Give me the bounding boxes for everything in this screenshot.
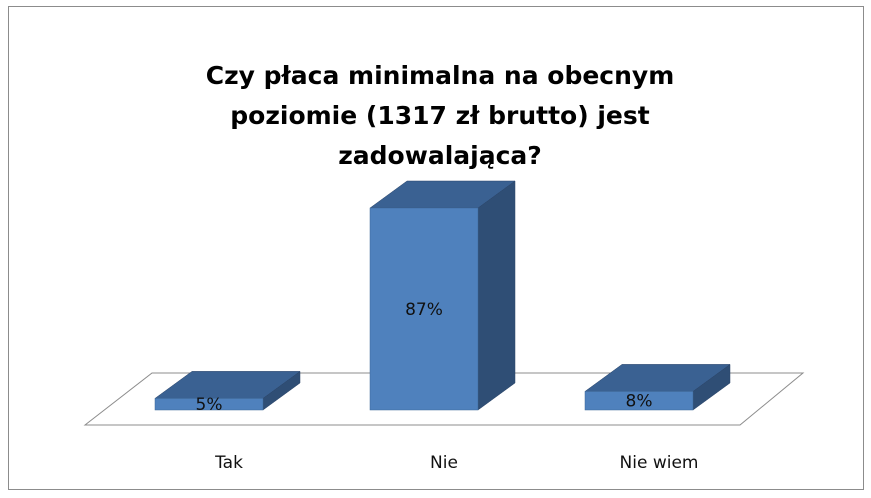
data-label: 5% <box>196 395 223 415</box>
data-label: 8% <box>626 392 653 412</box>
chart-frame <box>8 6 864 490</box>
bar <box>369 207 479 411</box>
bar-side <box>477 180 516 411</box>
data-label: 87% <box>405 300 443 320</box>
chart-title: Czy płaca minimalna na obecnym poziomie … <box>205 61 675 170</box>
bar <box>154 398 264 411</box>
x-tick-label: Nie wiem <box>620 453 699 473</box>
floor <box>83 372 805 426</box>
x-tick-label: Nie <box>430 453 458 473</box>
bar <box>584 391 694 411</box>
x-tick-label: Tak <box>214 453 243 473</box>
